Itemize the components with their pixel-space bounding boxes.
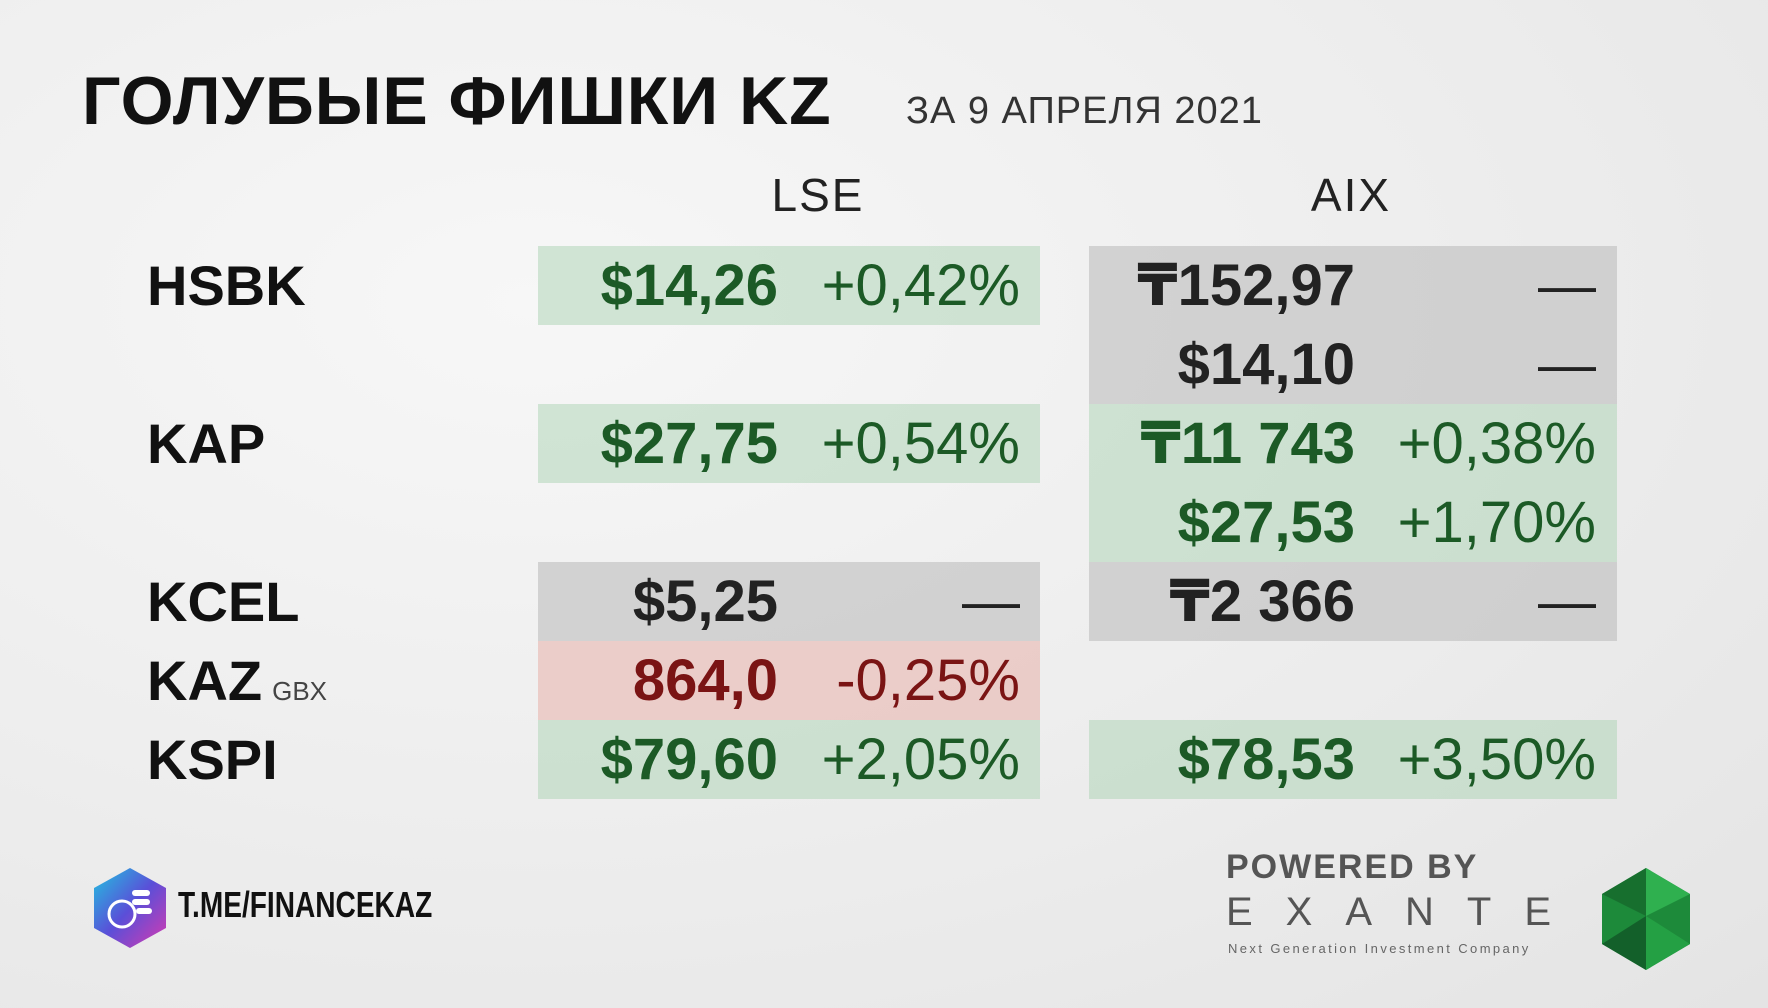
price: $27,53 (1177, 490, 1355, 555)
title: ГОЛУБЫЕ ФИШКИ KZ (82, 63, 832, 139)
quote-cell (538, 404, 1040, 483)
ticker: KAZ GBX (147, 649, 328, 712)
tagline: Next Generation Investment Company (1228, 941, 1531, 956)
quote-cell (1089, 246, 1617, 325)
ticker: HSBK (147, 254, 306, 317)
channel-logo (94, 868, 166, 948)
price: $27,75 (600, 411, 778, 476)
change: — (1538, 253, 1596, 318)
price: $14,26 (600, 253, 778, 318)
price: ₸11 743 (1140, 411, 1355, 476)
price: 864,0 (632, 648, 778, 713)
powered-by: POWERED BY (1226, 848, 1479, 886)
change: +0,38% (1397, 411, 1596, 476)
quote-cell (538, 720, 1040, 799)
change: +0,42% (821, 253, 1020, 318)
price: ₸152,97 (1137, 253, 1355, 318)
subtitle: ЗА 9 АПРЕЛЯ 2021 (906, 90, 1263, 132)
change: — (1538, 332, 1596, 397)
change: — (962, 569, 1020, 634)
quote-cell (1089, 483, 1617, 562)
channel-link: T.ME/FINANCEKAZ (178, 884, 433, 925)
quote-cell (1089, 562, 1617, 641)
change: -0,25% (836, 648, 1020, 713)
quote-cell (538, 246, 1040, 325)
quote-cell (538, 562, 1040, 641)
column-header: AIX (1310, 169, 1392, 221)
quote-cell (1089, 325, 1617, 404)
change: — (1538, 569, 1596, 634)
price: ₸2 366 (1169, 569, 1356, 634)
ticker: KAP (147, 412, 266, 475)
unit-note: GBX (272, 676, 328, 706)
ticker: KCEL (147, 570, 300, 633)
column-header: LSE (771, 169, 865, 221)
ticker: KSPI (147, 728, 278, 791)
brand: EXANTE (1226, 890, 1585, 934)
change: +2,05% (821, 727, 1020, 792)
change: +3,50% (1397, 727, 1596, 792)
price: $79,60 (600, 727, 778, 792)
quote-cell (1089, 720, 1617, 799)
change: +1,70% (1397, 490, 1596, 555)
quote-cell (1089, 404, 1617, 483)
change: +0,54% (821, 411, 1020, 476)
brand-logo (1602, 868, 1690, 970)
price: $5,25 (632, 569, 778, 634)
price: $14,10 (1177, 332, 1355, 397)
quote-cell (538, 641, 1040, 720)
price: $78,53 (1177, 727, 1355, 792)
